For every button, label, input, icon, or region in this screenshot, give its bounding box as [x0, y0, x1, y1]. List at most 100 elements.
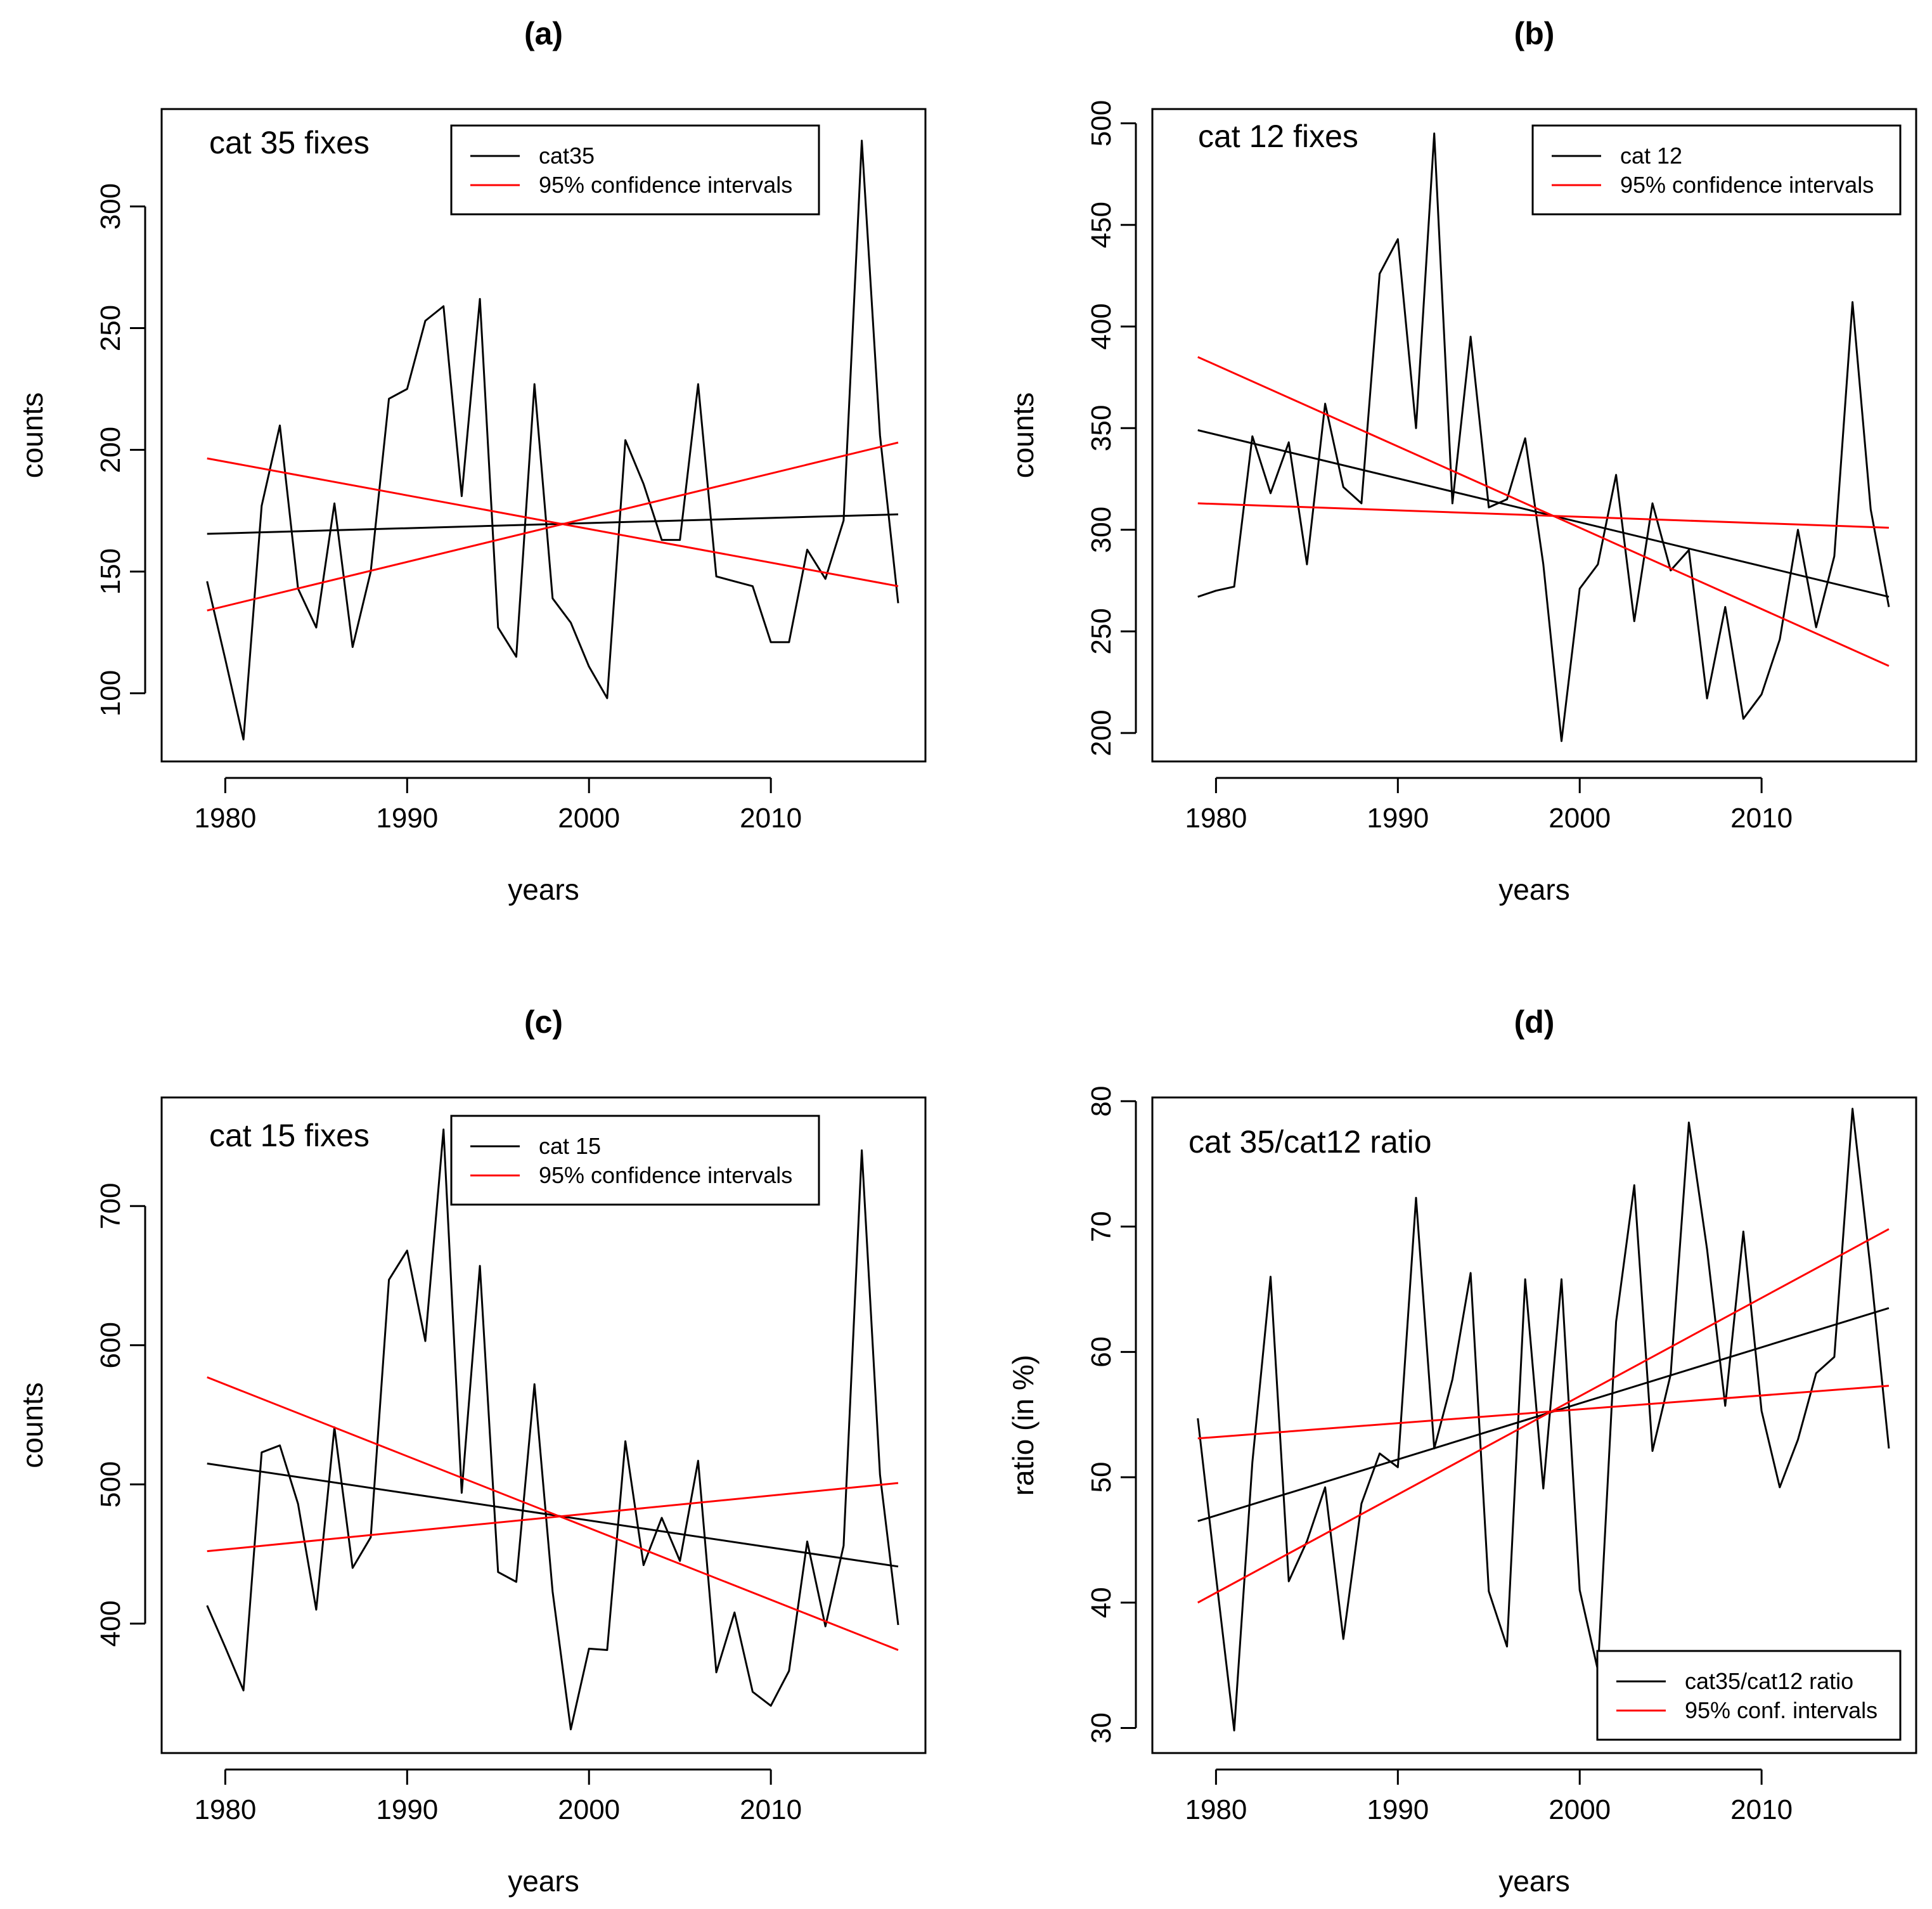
- legend-label: cat 15: [539, 1133, 601, 1159]
- confidence-line: [1197, 502, 1890, 529]
- y-tick-label: 600: [95, 1322, 126, 1368]
- confidence-line: [207, 457, 899, 588]
- y-tick-label: 400: [1086, 303, 1117, 349]
- plot-frame: [160, 108, 927, 763]
- legend-box: [1596, 1650, 1902, 1741]
- y-tick-label: 250: [1086, 608, 1117, 654]
- series-line: [206, 1129, 899, 1731]
- plot-area: [1197, 133, 1890, 742]
- y-tick-label: 30: [1086, 1712, 1117, 1744]
- x-tick-label: 2010: [1730, 1794, 1793, 1825]
- legend: cat 12 95% confidence intervals: [1531, 124, 1902, 216]
- inset-label: cat 12 fixes: [1198, 119, 1358, 154]
- plot-area: [206, 139, 899, 741]
- panel-title: (b): [1514, 16, 1555, 51]
- panel-title: (a): [524, 16, 563, 51]
- y-axis: 400 500 600 700 counts: [16, 1183, 146, 1647]
- y-axis-title: counts: [16, 392, 49, 479]
- y-tick-label: 40: [1086, 1587, 1117, 1618]
- y-tick-label: 500: [1086, 100, 1117, 146]
- series-line: [1197, 133, 1890, 742]
- legend-label: cat35/cat12 ratio: [1685, 1668, 1853, 1694]
- legend-box: [450, 1115, 820, 1206]
- panel-title: (d): [1514, 1004, 1555, 1040]
- x-tick-label: 1980: [194, 803, 256, 834]
- x-tick-label: 1990: [1367, 803, 1429, 834]
- y-tick-label: 300: [1086, 507, 1117, 553]
- legend-label: 95% confidence intervals: [539, 1162, 792, 1188]
- y-tick-label: 500: [95, 1461, 126, 1508]
- panel-d: (d) 1980 1990 2000 2010 years 30 40 50 60 70 80 rati…: [1007, 1004, 1917, 1898]
- x-axis-title: years: [508, 1865, 579, 1898]
- x-tick-label: 2010: [740, 1794, 802, 1825]
- x-tick-label: 1990: [1367, 1794, 1429, 1825]
- y-tick-label: 150: [95, 548, 126, 595]
- x-tick-label: 2000: [1549, 1794, 1611, 1825]
- y-tick-label: 50: [1086, 1462, 1117, 1493]
- panel-a: (a) 1980 1990 2000 2010 years 100 150 200 250 300 c…: [16, 16, 927, 906]
- legend-label: 95% confidence intervals: [1620, 172, 1874, 198]
- y-tick-label: 700: [95, 1183, 126, 1229]
- legend-label: cat 12: [1620, 143, 1682, 169]
- y-axis: 30 40 50 60 70 80 ratio (in %): [1007, 1085, 1137, 1744]
- y-tick-label: 400: [95, 1600, 126, 1647]
- x-tick-label: 1990: [376, 1794, 438, 1825]
- x-tick-label: 2010: [740, 803, 802, 834]
- legend-label: 95% conf. intervals: [1685, 1697, 1877, 1723]
- x-axis-title: years: [1498, 1865, 1569, 1898]
- panel-c: (c) 1980 1990 2000 2010 years 400 500 600 700 coun…: [16, 1004, 927, 1898]
- trend-line: [1197, 429, 1890, 598]
- series-line: [206, 139, 899, 741]
- x-tick-label: 1990: [376, 803, 438, 834]
- confidence-line: [1197, 1228, 1890, 1604]
- x-axis-title: years: [1498, 873, 1569, 906]
- y-tick-label: 300: [95, 183, 126, 230]
- y-tick-label: 250: [95, 305, 126, 351]
- x-axis: 1980 1990 2000 2010 years: [194, 1768, 802, 1898]
- panel-b: (b) 1980 1990 2000 2010 years 200 250 300 350 400 4…: [1007, 16, 1917, 906]
- y-axis-title: ratio (in %): [1007, 1355, 1040, 1496]
- trend-line: [207, 1462, 899, 1568]
- legend: cat 15 95% confidence intervals: [450, 1115, 820, 1206]
- y-tick-label: 60: [1086, 1336, 1117, 1368]
- confidence-line: [207, 1376, 899, 1651]
- y-axis-title: counts: [1007, 392, 1040, 479]
- y-tick-label: 80: [1086, 1085, 1117, 1116]
- y-tick-label: 350: [1086, 405, 1117, 451]
- y-tick-label: 200: [1086, 709, 1117, 756]
- legend-box: [1531, 124, 1902, 216]
- inset-label: cat 35/cat12 ratio: [1188, 1124, 1432, 1160]
- x-tick-label: 2000: [1549, 803, 1611, 834]
- y-tick-label: 200: [95, 427, 126, 473]
- plot-area: [206, 1129, 899, 1731]
- series-line: [1197, 1108, 1890, 1731]
- x-axis: 1980 1990 2000 2010 years: [1185, 1768, 1793, 1898]
- legend-box: [450, 124, 820, 216]
- confidence-line: [207, 1482, 899, 1553]
- x-axis: 1980 1990 2000 2010 years: [194, 777, 802, 906]
- y-axis: 100 150 200 250 300 counts: [16, 183, 146, 716]
- y-axis-title: counts: [16, 1382, 49, 1468]
- x-tick-label: 2000: [558, 1794, 620, 1825]
- plot-frame: [1151, 108, 1917, 763]
- trend-line: [207, 513, 899, 535]
- legend: cat35/cat12 ratio 95% conf. intervals: [1596, 1650, 1902, 1741]
- legend: cat35 95% confidence intervals: [450, 124, 820, 216]
- confidence-line: [1197, 356, 1890, 667]
- legend-label: cat35: [539, 143, 595, 169]
- x-tick-label: 1980: [194, 1794, 256, 1825]
- y-tick-label: 70: [1086, 1211, 1117, 1242]
- x-tick-label: 2010: [1730, 803, 1793, 834]
- x-axis-title: years: [508, 873, 579, 906]
- confidence-line: [1197, 1385, 1890, 1440]
- panel-title: (c): [524, 1004, 563, 1040]
- confidence-line: [207, 441, 899, 612]
- x-tick-label: 1980: [1185, 803, 1247, 834]
- inset-label: cat 35 fixes: [209, 125, 370, 160]
- x-axis: 1980 1990 2000 2010 years: [1185, 777, 1793, 906]
- y-tick-label: 100: [95, 670, 126, 716]
- plot-area: [1197, 1108, 1890, 1731]
- legend-label: 95% confidence intervals: [539, 172, 792, 198]
- y-axis: 200 250 300 350 400 450 500 counts: [1007, 100, 1137, 756]
- trend-line: [1197, 1307, 1890, 1522]
